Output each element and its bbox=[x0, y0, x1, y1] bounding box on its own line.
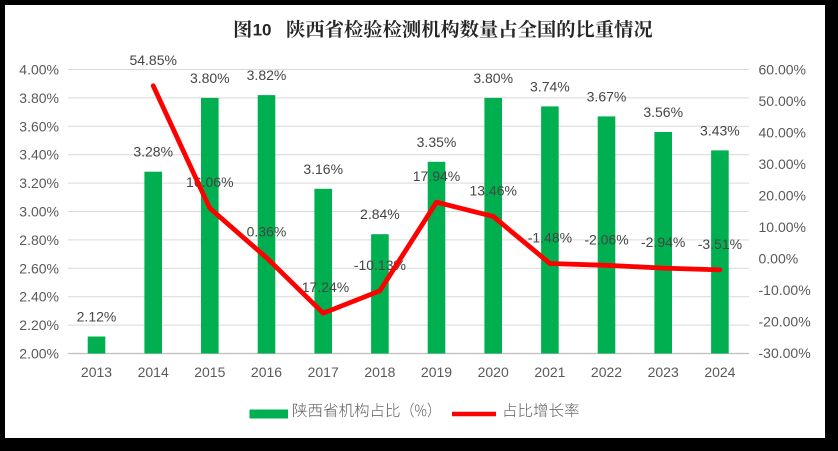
svg-text:3.56%: 3.56% bbox=[643, 104, 683, 120]
svg-text:3.82%: 3.82% bbox=[247, 67, 287, 83]
svg-text:13.46%: 13.46% bbox=[469, 182, 516, 198]
svg-text:3.00%: 3.00% bbox=[19, 204, 59, 220]
svg-text:20.00%: 20.00% bbox=[759, 187, 806, 203]
svg-text:40.00%: 40.00% bbox=[759, 124, 806, 140]
svg-text:3.60%: 3.60% bbox=[19, 118, 59, 134]
svg-text:2021: 2021 bbox=[534, 364, 565, 380]
svg-text:2013: 2013 bbox=[81, 364, 112, 380]
svg-text:-30.00%: -30.00% bbox=[759, 345, 811, 361]
svg-text:-10.00%: -10.00% bbox=[759, 282, 811, 298]
svg-text:30.00%: 30.00% bbox=[759, 156, 806, 172]
svg-text:-3.51%: -3.51% bbox=[698, 236, 742, 252]
svg-text:10: 10 bbox=[253, 21, 272, 40]
svg-text:2.40%: 2.40% bbox=[19, 289, 59, 305]
svg-text:2.84%: 2.84% bbox=[360, 206, 400, 222]
svg-text:2019: 2019 bbox=[421, 364, 452, 380]
svg-text:3.80%: 3.80% bbox=[190, 70, 230, 86]
svg-text:-2.06%: -2.06% bbox=[584, 231, 628, 247]
svg-text:2020: 2020 bbox=[478, 364, 509, 380]
svg-text:2.20%: 2.20% bbox=[19, 317, 59, 333]
svg-text:2024: 2024 bbox=[704, 364, 735, 380]
svg-text:3.74%: 3.74% bbox=[530, 78, 570, 94]
svg-text:2017: 2017 bbox=[308, 364, 339, 380]
svg-text:-17.24%: -17.24% bbox=[297, 279, 349, 295]
svg-text:2016: 2016 bbox=[251, 364, 282, 380]
svg-text:50.00%: 50.00% bbox=[759, 93, 806, 109]
svg-text:3.43%: 3.43% bbox=[700, 122, 740, 138]
svg-text:2.80%: 2.80% bbox=[19, 232, 59, 248]
svg-text:2018: 2018 bbox=[364, 364, 395, 380]
svg-text:0.00%: 0.00% bbox=[759, 251, 799, 267]
svg-text:-2.94%: -2.94% bbox=[641, 234, 685, 250]
svg-text:2.60%: 2.60% bbox=[19, 260, 59, 276]
svg-text:3.35%: 3.35% bbox=[417, 134, 457, 150]
svg-text:2022: 2022 bbox=[591, 364, 622, 380]
svg-text:-20.00%: -20.00% bbox=[759, 314, 811, 330]
svg-text:3.80%: 3.80% bbox=[473, 70, 513, 86]
svg-text:2.12%: 2.12% bbox=[77, 309, 117, 325]
svg-text:2014: 2014 bbox=[138, 364, 169, 380]
svg-text:0.36%: 0.36% bbox=[247, 224, 287, 240]
svg-text:17.94%: 17.94% bbox=[413, 168, 460, 184]
svg-text:2023: 2023 bbox=[648, 364, 679, 380]
svg-text:3.40%: 3.40% bbox=[19, 147, 59, 163]
svg-text:2.00%: 2.00% bbox=[19, 346, 59, 362]
svg-text:4.00%: 4.00% bbox=[19, 62, 59, 78]
svg-text:-1.48%: -1.48% bbox=[528, 230, 572, 246]
svg-text:60.00%: 60.00% bbox=[759, 61, 806, 77]
svg-text:2015: 2015 bbox=[194, 364, 225, 380]
svg-text:3.80%: 3.80% bbox=[19, 90, 59, 106]
svg-text:3.20%: 3.20% bbox=[19, 175, 59, 191]
svg-text:3.67%: 3.67% bbox=[587, 88, 627, 104]
svg-text:3.16%: 3.16% bbox=[303, 161, 343, 177]
svg-text:10.00%: 10.00% bbox=[759, 219, 806, 235]
svg-text:3.28%: 3.28% bbox=[133, 144, 173, 160]
svg-text:54.85%: 54.85% bbox=[129, 52, 176, 68]
